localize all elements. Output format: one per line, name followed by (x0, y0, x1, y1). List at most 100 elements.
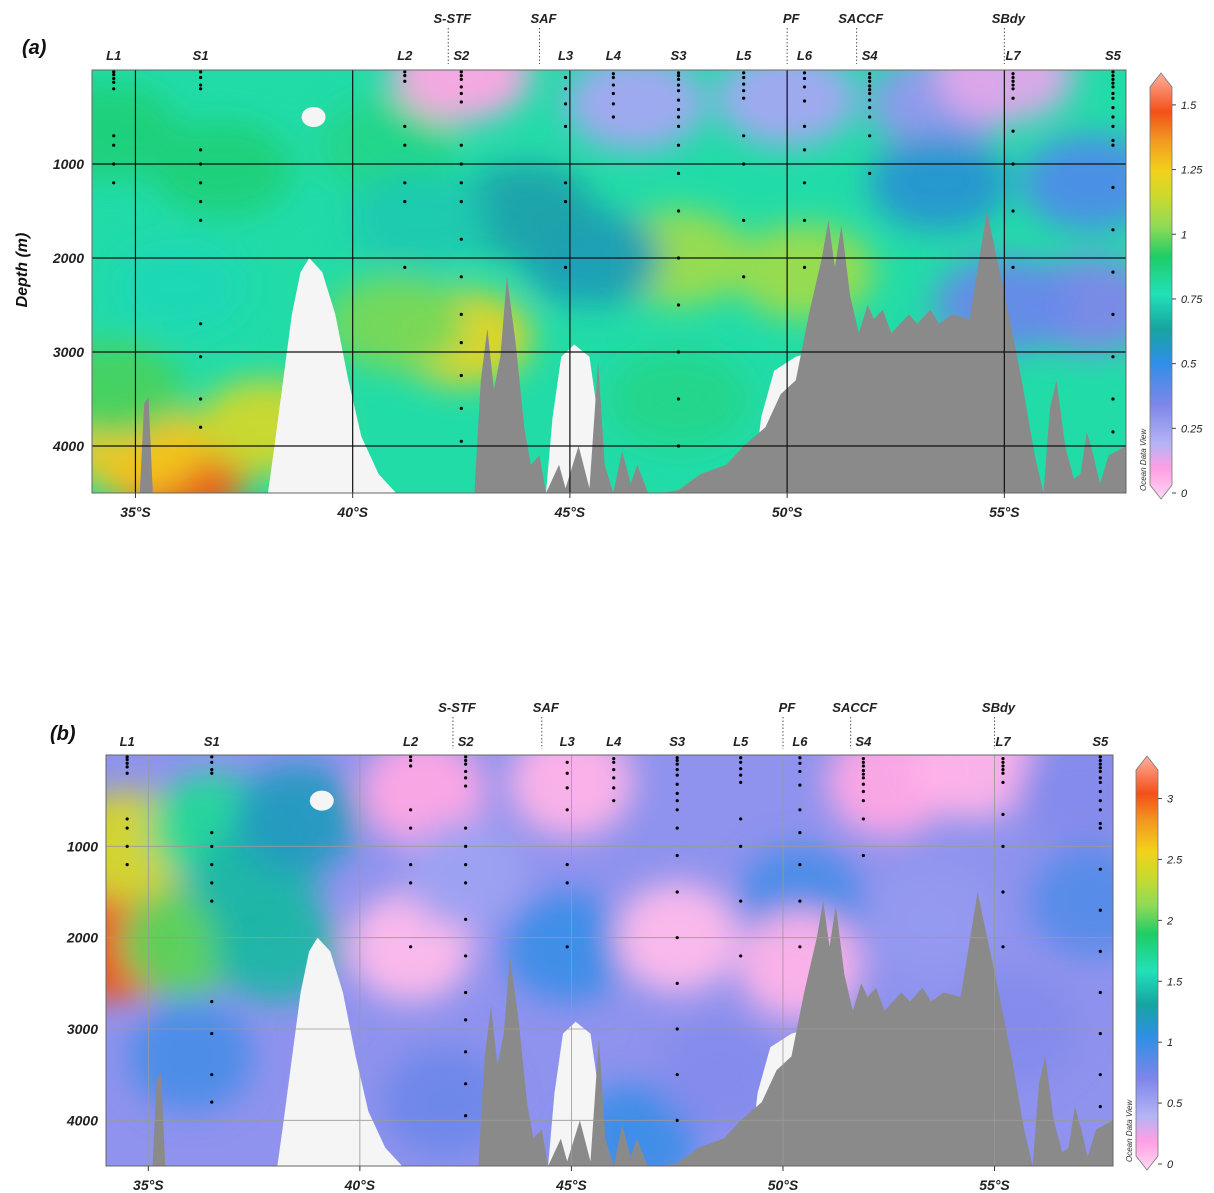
sample-point (409, 881, 413, 885)
colorbar-tick-label: 0 (1181, 488, 1188, 500)
station-label: L4 (606, 48, 622, 63)
sample-point (1001, 768, 1005, 772)
field-blob-9 (152, 120, 293, 217)
sample-point (1098, 949, 1102, 953)
panel-label: (b) (50, 723, 76, 745)
sample-point (742, 82, 746, 86)
sample-point (403, 74, 407, 78)
sample-point (676, 115, 681, 119)
sample-point (1098, 1031, 1102, 1036)
sample-point (199, 425, 203, 429)
sample-point (210, 755, 214, 759)
sample-point (861, 782, 865, 786)
sample-point (675, 782, 679, 786)
sample-point (675, 1073, 679, 1077)
sample-point (1111, 185, 1115, 190)
sample-point (459, 143, 463, 147)
sample-point (611, 102, 615, 106)
sample-point (802, 71, 807, 75)
sample-points (112, 70, 1115, 448)
x-tick-label: 45°S (555, 1177, 587, 1193)
sample-point (112, 181, 116, 185)
watermark: Ocean Data View (1125, 1099, 1134, 1162)
front-label: S-STF (438, 700, 477, 715)
station-label: S5 (1105, 48, 1122, 63)
sample-point (409, 808, 413, 812)
sample-point (675, 791, 679, 795)
sample-point (739, 780, 743, 785)
sample-points (125, 755, 1102, 1122)
sample-point (742, 89, 746, 93)
sample-point (199, 397, 203, 401)
y-tick-label: 2000 (66, 930, 98, 946)
sample-point (1011, 87, 1015, 91)
colorbar-tick-label: 0.75 (1181, 294, 1203, 306)
nodata-region (301, 107, 326, 127)
sample-point (611, 75, 615, 80)
sample-point (459, 237, 463, 241)
sample-point (403, 124, 407, 128)
sample-point (802, 76, 807, 81)
sample-point (739, 844, 743, 848)
sample-point (1111, 77, 1115, 81)
sample-point (403, 265, 407, 269)
sample-point (459, 181, 463, 185)
sample-point (1111, 115, 1115, 119)
sample-point (676, 143, 681, 147)
sample-point (1098, 821, 1102, 826)
sample-point (464, 762, 468, 766)
sample-point (1001, 812, 1005, 816)
sample-point (125, 755, 129, 759)
sample-point (464, 881, 468, 885)
sample-point (125, 863, 129, 867)
field-blob-19 (382, 1047, 507, 1158)
sample-point (742, 162, 746, 166)
x-tick-label: 55°S (989, 504, 1020, 520)
front-label: SACCF (838, 11, 884, 26)
sample-point (1001, 780, 1005, 785)
sample-point (125, 757, 129, 762)
y-tick-label: 3000 (53, 344, 84, 360)
sample-point (199, 322, 203, 326)
sample-point (802, 148, 807, 152)
station-label: S2 (458, 734, 475, 749)
sample-point (409, 863, 413, 867)
station-label: L5 (736, 48, 752, 63)
sample-point (1001, 757, 1005, 761)
sample-point (861, 772, 865, 776)
sample-point (739, 954, 743, 958)
sample-point (112, 143, 116, 147)
sample-point (798, 899, 802, 903)
sample-point (676, 98, 681, 102)
sample-point (1098, 1073, 1102, 1077)
sample-point (1011, 75, 1015, 80)
sample-point (1098, 990, 1102, 995)
sample-point (125, 817, 129, 821)
station-label: S3 (671, 48, 688, 63)
sample-point (675, 758, 679, 763)
field-blob-10 (1029, 846, 1113, 957)
panel-b: 35°S 40°S 45°S 50°S 55°S 1000 2000 3000 4000 (b) L… (50, 700, 1183, 1193)
sample-point (1111, 70, 1115, 74)
sample-point (210, 863, 214, 867)
sample-point (210, 760, 214, 764)
nodata-region (548, 1021, 606, 1166)
sample-point (868, 88, 872, 92)
sample-point (676, 124, 681, 128)
sample-point (464, 863, 468, 867)
field-blob-24 (403, 818, 528, 929)
sample-point (861, 776, 865, 780)
sample-point (1011, 96, 1015, 100)
sample-point (1111, 228, 1115, 232)
field-blob-7 (128, 1001, 253, 1112)
sample-point (861, 853, 865, 858)
sample-point (1001, 760, 1005, 764)
sample-point (676, 350, 681, 354)
x-tick-label: 55°S (979, 1177, 1010, 1193)
sample-point (464, 1018, 468, 1022)
x-tick-label: 40°S (336, 504, 368, 520)
sample-point (1111, 81, 1115, 85)
field-blob-7 (734, 224, 875, 321)
sample-point (464, 826, 468, 830)
sample-point (675, 762, 679, 766)
